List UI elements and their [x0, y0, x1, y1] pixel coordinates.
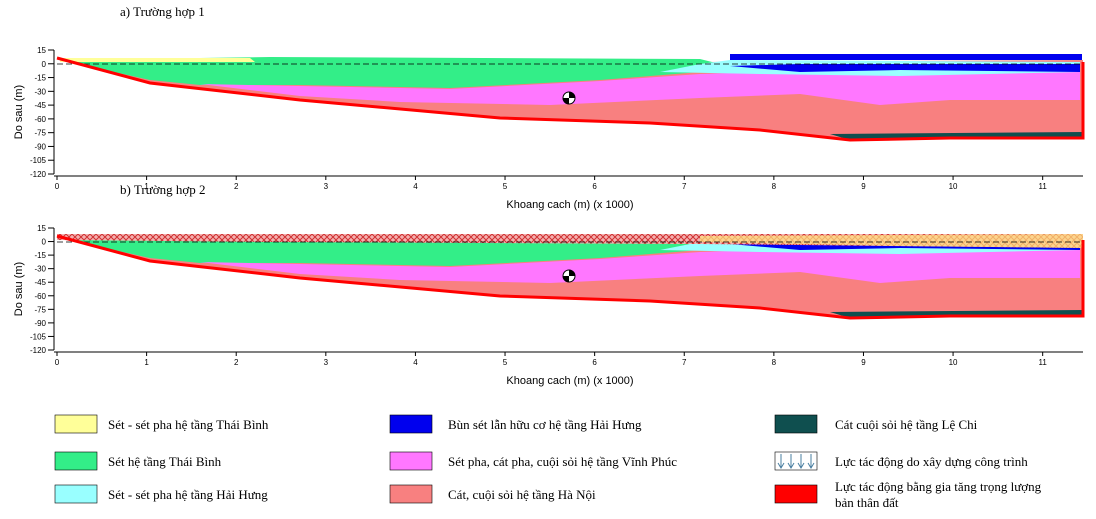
x-tick-label: 10 [949, 358, 958, 367]
x-tick-label: 3 [324, 358, 329, 367]
x-tick-label: 5 [503, 358, 508, 367]
legend-label: Lực tác động bằng gia tăng trọng lượng [835, 479, 1042, 494]
y-axis-label: Do sau (m) [13, 262, 25, 316]
legend-swatch [775, 485, 817, 503]
x-tick-label: 11 [1039, 182, 1048, 191]
y-axis-label: Do sau (m) [13, 85, 25, 139]
x-tick-label: 10 [949, 182, 958, 191]
legend-label: Lực tác động do xây dựng công trình [835, 454, 1028, 469]
legend-label: Bùn sét lẫn hữu cơ hệ tầng Hải Hưng [448, 417, 642, 432]
legend-label: Cát, cuội sỏi hệ tầng Hà Nội [448, 487, 596, 502]
y-tick-label: -90 [34, 142, 46, 151]
y-tick-label: -75 [34, 129, 46, 138]
y-tick-label: -15 [34, 74, 46, 83]
x-axis-label: Khoang cach (m) (x 1000) [506, 375, 633, 387]
x-tick-label: 5 [503, 182, 508, 191]
x-tick-label: 4 [413, 182, 418, 191]
x-tick-label: 8 [772, 182, 777, 191]
legend-label: bản thân đất [835, 495, 899, 510]
x-tick-label: 9 [861, 182, 866, 191]
x-tick-label: 0 [55, 182, 60, 191]
legend-label: Sét - sét pha hệ tầng Thái Bình [108, 417, 269, 432]
y-tick-label: -60 [34, 115, 46, 124]
y-tick-label: -45 [34, 278, 46, 287]
cross-section [57, 54, 1083, 140]
legend-swatch [390, 452, 432, 470]
y-tick-label: -45 [34, 101, 46, 110]
y-tick-label: 15 [37, 46, 46, 55]
y-tick-label: 0 [42, 238, 47, 247]
mud-top-band [730, 54, 1082, 60]
y-tick-label: -120 [30, 346, 47, 355]
y-tick-label: -120 [30, 170, 47, 179]
x-tick-label: 7 [682, 182, 687, 191]
y-tick-label: -15 [34, 251, 46, 260]
legend-label: Sét hệ tầng Thái Bình [108, 454, 222, 469]
x-tick-label: 7 [682, 358, 687, 367]
legend-label: Sét - sét pha hệ tầng Hải Hưng [108, 487, 268, 502]
legend-swatch [55, 452, 97, 470]
cross-section [57, 234, 1083, 318]
x-tick-label: 8 [772, 358, 777, 367]
x-tick-label: 3 [324, 182, 329, 191]
panel-title: a) Trường hợp 1 [120, 4, 205, 19]
legend-swatch [55, 415, 97, 433]
layer-thai-binh-silt [60, 58, 255, 62]
legend-label: Sét pha, cát pha, cuội sỏi hệ tầng Vĩnh … [448, 454, 677, 469]
figure: a) Trường hợp 1Do sau (m)150-15-30-45-60… [0, 0, 1096, 519]
panel-title: b) Trường hợp 2 [120, 182, 205, 197]
legend-swatch [775, 415, 817, 433]
x-tick-label: 0 [55, 358, 60, 367]
x-axis-label: Khoang cach (m) (x 1000) [506, 199, 633, 211]
x-tick-label: 1 [144, 358, 149, 367]
legend-label: Cát cuội sỏi hệ tầng Lệ Chi [835, 417, 978, 432]
y-tick-label: -75 [34, 305, 46, 314]
y-tick-label: -90 [34, 319, 46, 328]
x-tick-label: 2 [234, 358, 239, 367]
legend-swatch [390, 485, 432, 503]
legend-swatch [390, 415, 432, 433]
legend-swatch [55, 485, 97, 503]
x-tick-label: 2 [234, 182, 239, 191]
x-tick-label: 11 [1039, 358, 1048, 367]
y-tick-label: -105 [30, 156, 47, 165]
y-tick-label: 0 [42, 60, 47, 69]
x-tick-label: 4 [413, 358, 418, 367]
y-tick-label: 15 [37, 224, 46, 233]
y-tick-label: -60 [34, 292, 46, 301]
y-tick-label: -30 [34, 265, 46, 274]
x-tick-label: 6 [592, 358, 597, 367]
x-tick-label: 6 [592, 182, 597, 191]
y-tick-label: -105 [30, 332, 47, 341]
y-tick-label: -30 [34, 87, 46, 96]
x-tick-label: 9 [861, 358, 866, 367]
